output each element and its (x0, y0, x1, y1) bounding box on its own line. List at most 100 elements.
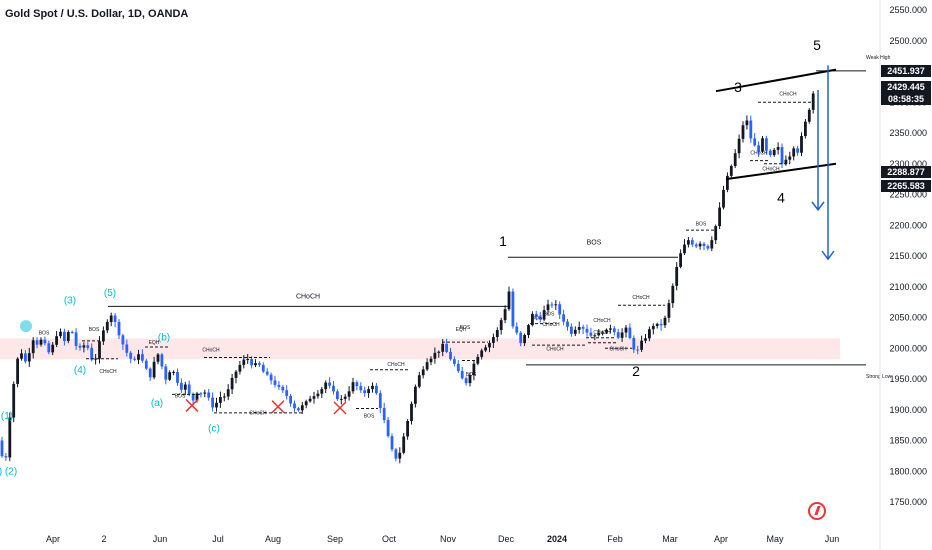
candle-body (27, 353, 31, 362)
candle (792, 146, 796, 161)
candle-body (148, 368, 152, 378)
x-tick-label: Sep (327, 534, 343, 544)
candle (453, 356, 456, 367)
y-tick-label: 1800.000 (889, 466, 927, 476)
wave-label: (a) (151, 398, 163, 409)
candle (222, 393, 226, 402)
candle (776, 142, 780, 155)
candle-body (339, 398, 343, 400)
teal-circle-icon (20, 320, 32, 333)
candle (164, 363, 168, 385)
candle-body (129, 352, 133, 359)
candle-body (55, 336, 58, 345)
candle-body (273, 380, 277, 385)
candle-body (156, 354, 160, 362)
y-tick-label: 2000.000 (889, 343, 927, 353)
wave-label: 2 (632, 363, 640, 379)
candle (207, 389, 211, 401)
candle (390, 433, 394, 452)
price-tag-bg (881, 166, 931, 178)
candle-body (293, 403, 296, 409)
candle-body (745, 120, 749, 126)
candle-body (531, 313, 534, 326)
candle-body (749, 120, 753, 139)
candle-body (20, 353, 23, 359)
candle (671, 283, 675, 308)
structure-label: CHoCH (542, 322, 560, 328)
candle (0, 436, 4, 458)
candle-body (768, 150, 772, 156)
candle-body (203, 392, 207, 394)
x-tick-label: Dec (498, 534, 515, 544)
candle-body (355, 382, 359, 387)
candle-body (694, 244, 698, 247)
candle-body (628, 327, 632, 338)
x-tick-label: Mar (662, 534, 678, 544)
candle (293, 400, 296, 412)
candle (12, 381, 16, 423)
y-tick-label: 1750.000 (889, 497, 927, 507)
candle (269, 372, 273, 385)
candle-body (281, 386, 285, 391)
candle (698, 241, 702, 250)
candle (456, 360, 460, 373)
candle (324, 380, 328, 394)
candle (70, 330, 74, 334)
candle-body (792, 148, 796, 157)
candle (141, 349, 144, 363)
candle-body (394, 449, 398, 459)
candle-body (550, 304, 554, 306)
candle-body (141, 354, 144, 361)
candle-body (254, 363, 257, 366)
y-tick-label: 1950.000 (889, 374, 927, 384)
candle (542, 305, 546, 322)
cross-stroke (271, 400, 285, 414)
candle (320, 386, 324, 399)
x-tick-label: Aug (265, 534, 281, 544)
arrow-head (811, 201, 825, 212)
candle-body (398, 452, 402, 459)
candle (609, 324, 612, 334)
candle-body (636, 349, 640, 351)
candle-body (644, 338, 647, 341)
candle-body (807, 109, 811, 122)
candle (554, 300, 558, 311)
candle-body (753, 138, 757, 146)
candle-body (585, 328, 589, 333)
candle-body (687, 240, 690, 245)
candle (612, 326, 616, 336)
candle-body (780, 147, 784, 164)
wave-label: (1) (1, 411, 13, 422)
candle-body (729, 165, 733, 176)
candle (472, 360, 476, 381)
candle-body (811, 93, 815, 110)
candle (558, 301, 562, 320)
candle-body (402, 436, 406, 453)
candle (425, 358, 429, 372)
candle-body (772, 149, 776, 156)
candle-body (234, 371, 238, 378)
candle (180, 378, 183, 393)
candle (581, 324, 585, 335)
candle-body (12, 383, 16, 418)
candle-body (468, 375, 472, 384)
candle (35, 337, 39, 349)
candle (492, 333, 495, 348)
candle (27, 347, 31, 367)
candle (402, 432, 406, 455)
candle-body (671, 285, 675, 304)
candle (753, 132, 757, 147)
candle-body (386, 420, 390, 437)
channel-line (725, 162, 837, 181)
candle (651, 323, 655, 335)
candle-body (269, 374, 273, 381)
candle-body (378, 393, 382, 409)
candle-body (519, 332, 523, 344)
candle (117, 319, 121, 340)
candle-body (488, 342, 491, 348)
wave-label: 1 (499, 233, 507, 249)
candle-body (651, 325, 655, 330)
candle (47, 340, 51, 355)
candle (562, 309, 565, 326)
candle-body (176, 371, 179, 383)
